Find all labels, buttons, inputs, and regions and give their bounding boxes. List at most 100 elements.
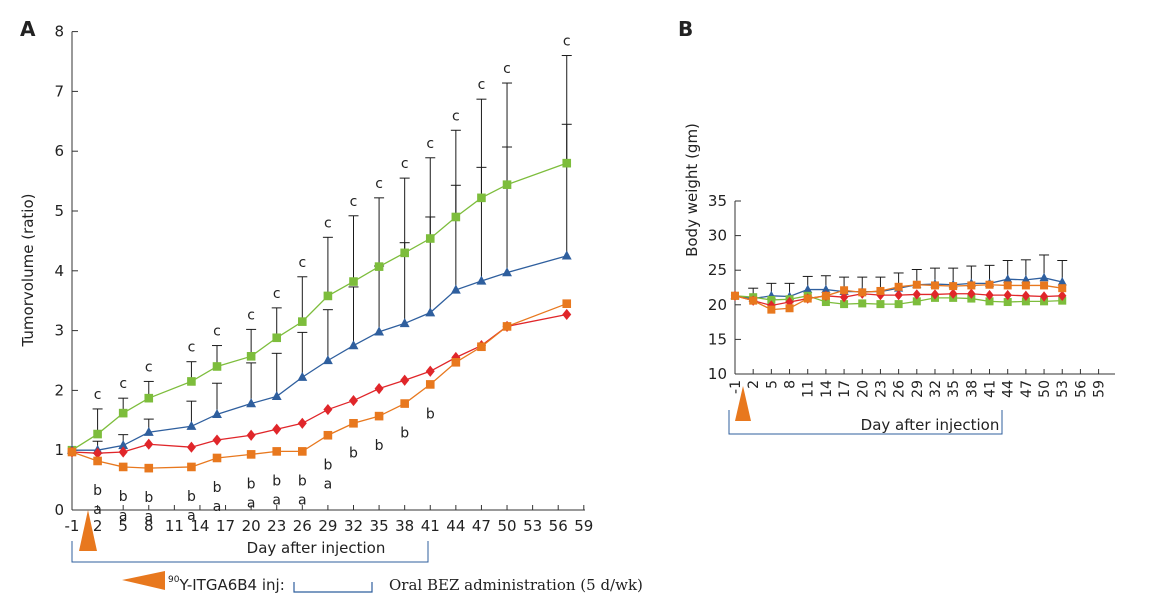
red-data-point [323, 403, 333, 416]
red-data-point [876, 289, 885, 301]
x-tick-label: 14 [819, 380, 835, 398]
green-data-point [246, 352, 256, 361]
significance-c-label: c [273, 286, 281, 302]
panel-a-error-bars [92, 55, 572, 451]
significance-a-label: a [272, 492, 281, 508]
x-tick-label: 8 [783, 380, 799, 389]
x-tick-label: 2 [93, 517, 103, 535]
significance-c-label: c [324, 215, 332, 231]
x-tick-label: 53 [523, 517, 542, 535]
x-tick-label: 20 [855, 380, 871, 398]
significance-c-label: c [213, 324, 221, 340]
red-data-point [930, 289, 940, 300]
x-tick-label: 38 [964, 380, 980, 398]
y-tick-label: 35 [708, 192, 727, 210]
x-tick-label: 53 [1055, 380, 1071, 398]
blue-data-point [348, 340, 359, 350]
x-tick-label: -1 [728, 380, 744, 394]
panel-b-error-bars [748, 254, 1068, 299]
x-tick-label: 17 [216, 517, 235, 535]
panel-a-letter: A [20, 17, 36, 41]
green-data-point [894, 300, 903, 309]
orange-data-point [1040, 281, 1049, 290]
x-axis-bracket [728, 410, 1003, 435]
significance-c-label: c [375, 176, 383, 192]
blue-data-point [561, 250, 572, 260]
red-data-point [967, 288, 976, 299]
orange-data-point [1003, 281, 1012, 290]
green-data-point [400, 248, 409, 258]
panel-b-y-axis-label: Body weight (gm) [683, 123, 701, 257]
x-tick-label: -1 [65, 517, 80, 535]
significance-a-label: a [187, 508, 196, 524]
orange-data-point [731, 291, 739, 300]
blue-data-point [450, 284, 461, 294]
orange-data-point [1021, 281, 1030, 290]
x-tick-label: 44 [446, 517, 465, 535]
significance-b-label: b [323, 457, 332, 473]
green-data-point [562, 158, 572, 168]
significance-b-label: b [93, 483, 102, 499]
y-tick-label: 7 [54, 82, 64, 100]
significance-c-label: c [119, 376, 127, 392]
x-tick-label: 41 [983, 380, 999, 398]
y-tick-label: 10 [708, 365, 727, 383]
red-data-point [374, 383, 384, 395]
red-data-point [425, 365, 435, 377]
x-tick-label: 29 [910, 380, 926, 398]
orange-data-point [246, 450, 256, 459]
injection-legend-text: Y-ITGA6B4 inj: [178, 576, 284, 594]
orange-data-point [298, 447, 307, 456]
green-data-point [876, 300, 885, 309]
blue-data-point [186, 420, 197, 430]
panel-b-series [730, 272, 1067, 314]
significance-c-label: c [94, 387, 102, 403]
green-data-point [477, 193, 486, 203]
red-data-point [272, 423, 282, 435]
significance-b-label: b [119, 489, 128, 505]
significance-b-label: b [349, 445, 358, 461]
red-data-point [1039, 291, 1049, 302]
x-tick-label: 26 [892, 380, 908, 398]
orange-data-point [187, 462, 196, 472]
orange-data-point [502, 322, 512, 331]
green-data-point [323, 291, 333, 301]
y-tick-label: 5 [54, 202, 64, 220]
panel-a-x-axis-label-bracket: Day after injection [71, 510, 429, 563]
green-data-point [821, 298, 830, 307]
panel-a-series [67, 158, 572, 473]
x-tick-label: 56 [1073, 380, 1089, 398]
significance-c-label: c [503, 61, 511, 77]
panel-a-x-axis-label: Day after injection [247, 539, 386, 557]
green-data-point [912, 297, 921, 306]
isotope-superscript: 90 [168, 575, 180, 585]
injection-arrow-icon [122, 571, 165, 590]
x-tick-label: 41 [421, 517, 440, 535]
significance-b-label: b [187, 489, 196, 505]
orange-data-point [212, 453, 222, 463]
green-series-line [71, 162, 567, 451]
significance-b-label: b [400, 426, 409, 442]
red-data-point [348, 394, 359, 407]
green-data-point [93, 429, 102, 439]
orange-data-point [67, 447, 77, 457]
green-data-point [349, 277, 358, 286]
x-tick-label: 26 [293, 517, 312, 535]
red-data-point [246, 429, 256, 441]
x-tick-label: 17 [837, 380, 853, 398]
x-tick-label: 11 [801, 380, 817, 398]
significance-c-label: c [401, 156, 409, 172]
x-tick-label: 14 [190, 517, 209, 535]
red-data-point [1021, 290, 1031, 302]
green-data-point [767, 295, 776, 304]
x-tick-label: 59 [1092, 380, 1108, 398]
red-data-point [93, 447, 103, 459]
significance-c-label: c [247, 307, 255, 323]
blue-data-point [297, 371, 308, 381]
orange-data-point [144, 463, 154, 473]
red-data-point [1003, 289, 1012, 301]
significance-b-label: b [213, 480, 222, 496]
